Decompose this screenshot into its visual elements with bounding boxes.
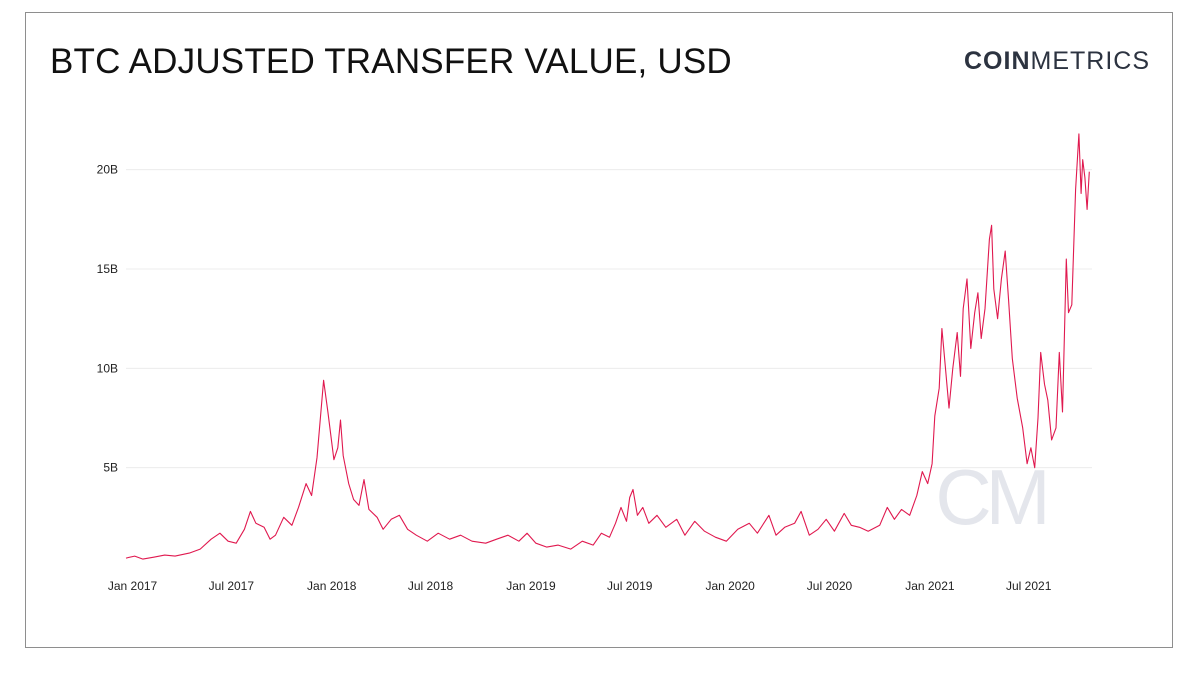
x-tick-label: Jul 2019 [607, 579, 653, 593]
series-line [125, 133, 1090, 560]
y-tick-label: 15B [97, 262, 118, 276]
x-tick-label: Jul 2021 [1006, 579, 1052, 593]
watermark-logo: CM [935, 453, 1044, 541]
x-tick-label: Jul 2017 [209, 579, 255, 593]
x-tick-label: Jan 2021 [905, 579, 955, 593]
x-tick-label: Jan 2020 [705, 579, 755, 593]
x-tick-label: Jan 2017 [108, 579, 158, 593]
gridlines [126, 169, 1092, 469]
y-axis: 5B 10B 15B 20B [97, 163, 118, 475]
y-tick-label: 20B [97, 163, 118, 177]
chart-title: BTC ADJUSTED TRANSFER VALUE, USD [50, 42, 732, 81]
x-tick-label: Jul 2020 [807, 579, 853, 593]
chart-frame: BTC ADJUSTED TRANSFER VALUE, USD COINMET… [25, 12, 1173, 648]
x-tick-label: Jan 2019 [506, 579, 556, 593]
y-tick-label: 5B [103, 461, 118, 475]
brand-logo-light: METRICS [1030, 47, 1150, 75]
x-tick-label: Jan 2018 [307, 579, 357, 593]
brand-logo: COINMETRICS [964, 47, 1150, 76]
x-axis: Jan 2017 Jul 2017 Jan 2018 Jul 2018 Jan 2019… [108, 579, 1052, 593]
x-tick-label: Jul 2018 [408, 579, 454, 593]
brand-logo-bold: COIN [964, 47, 1031, 75]
y-tick-label: 10B [97, 361, 118, 375]
